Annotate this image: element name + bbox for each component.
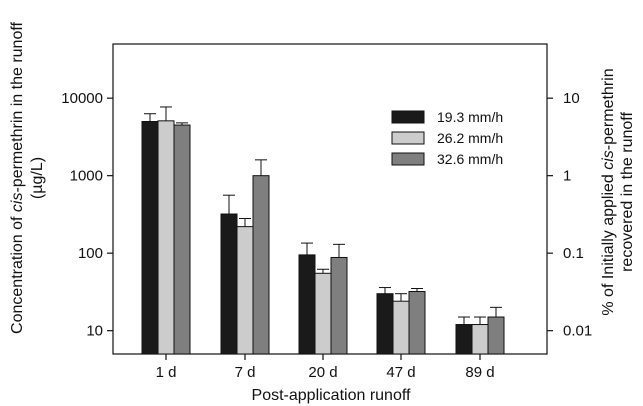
- bar: [220, 213, 238, 355]
- bar: [471, 324, 489, 355]
- y-tick-label: 1000: [70, 168, 103, 185]
- right-y-axis-title: % of Initially applied cis-permethrin: [600, 68, 617, 315]
- bar: [173, 124, 191, 355]
- y-axis-unit: (µg/L): [29, 157, 46, 199]
- y2-tick-label: 0.1: [563, 245, 584, 262]
- y2-tick-label: 1: [563, 168, 571, 185]
- bar: [236, 226, 254, 355]
- right-y-axis-title-line2: recovered in the runoff: [619, 112, 636, 272]
- y2-tick-label: 0.01: [563, 323, 592, 340]
- x-tick-label: 89 d: [465, 364, 494, 381]
- bar: [455, 324, 473, 355]
- right-y-axis: 0.01 0.1 1 10: [547, 90, 592, 340]
- x-tick-label: 20 d: [308, 364, 337, 381]
- x-tick-label: 7 d: [235, 364, 256, 381]
- bar: [392, 300, 410, 355]
- x-tick-label: 47 d: [386, 364, 415, 381]
- legend-swatch: [391, 110, 425, 124]
- bar: [252, 175, 270, 355]
- plot-area: [112, 43, 548, 355]
- bar: [141, 121, 159, 355]
- bar: [408, 291, 426, 355]
- legend-swatch: [391, 131, 425, 145]
- bar: [157, 120, 175, 355]
- bar: [330, 256, 348, 355]
- bar: [376, 293, 394, 355]
- y-tick-label: 10: [86, 323, 103, 340]
- x-axis-title: Post-application runoff: [252, 387, 411, 404]
- y-tick-label: 10000: [61, 90, 103, 107]
- legend-label: 32.6 mm/h: [437, 151, 503, 167]
- left-y-axis: 10 100 1000 10000: [61, 90, 113, 340]
- y2-tick-label: 10: [563, 90, 580, 107]
- x-axis: 1 d 7 d 20 d 47 d 89 d: [156, 354, 495, 381]
- x-tick-label: 1 d: [156, 364, 177, 381]
- legend-label: 19.3 mm/h: [437, 109, 503, 125]
- bar: [298, 254, 316, 355]
- legend-label: 26.2 mm/h: [437, 130, 503, 146]
- y-axis-title: Concentration of cis-permethrin in the r…: [9, 22, 26, 334]
- legend: 19.3 mm/h 26.2 mm/h 32.6 mm/h: [391, 109, 503, 167]
- bar: [487, 316, 505, 355]
- bar: [314, 272, 332, 355]
- y-tick-label: 100: [78, 245, 103, 262]
- legend-swatch: [391, 152, 425, 166]
